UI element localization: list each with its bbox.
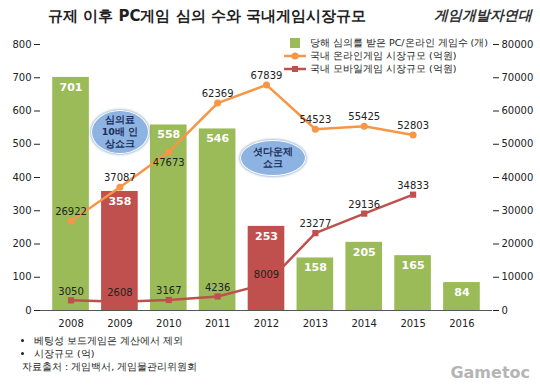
svg-text:546: 546	[206, 132, 229, 145]
svg-text:40000: 40000	[502, 172, 534, 183]
svg-text:253: 253	[255, 230, 278, 243]
html-text:시장규모 (억): 시장규모 (억)	[34, 348, 95, 359]
svg-text:158: 158	[304, 261, 327, 274]
svg-text:0: 0	[25, 305, 31, 316]
svg-text:2013: 2013	[303, 318, 328, 329]
svg-text:30000: 30000	[502, 205, 534, 216]
svg-text:300: 300	[12, 205, 31, 216]
svg-text:500: 500	[12, 138, 31, 149]
svg-text:3050: 3050	[58, 286, 83, 297]
html-text:국내 모바일게임 시장규모 (억원): 국내 모바일게임 시장규모 (억원)	[309, 63, 457, 74]
svg-text:2014: 2014	[352, 318, 377, 329]
svg-text:20000: 20000	[502, 238, 534, 249]
svg-text:55425: 55425	[348, 111, 380, 122]
svg-text:80000: 80000	[502, 39, 534, 50]
html-text:심의료 10배 인상쇼크: 심의료 10배 인상쇼크	[101, 114, 139, 149]
svg-text:26922: 26922	[55, 206, 87, 217]
svg-text:2011: 2011	[205, 318, 230, 329]
svg-text:2012: 2012	[254, 318, 279, 329]
svg-text:701: 701	[60, 81, 83, 94]
html-text:Gametoc: Gametoc	[450, 363, 530, 382]
html-text:규제 이후 PC게임 심의 수와 국내게임시장규모: 규제 이후 PC게임 심의 수와 국내게임시장규모	[48, 6, 367, 25]
svg-text:2015: 2015	[400, 318, 425, 329]
svg-text:400: 400	[12, 172, 31, 183]
svg-text:4236: 4236	[205, 282, 230, 293]
svg-text:67839: 67839	[251, 70, 283, 81]
svg-text:52803: 52803	[397, 120, 429, 131]
svg-text:60000: 60000	[502, 105, 534, 116]
svg-text:8009: 8009	[254, 269, 279, 280]
svg-text:2016: 2016	[449, 318, 474, 329]
svg-text:23277: 23277	[299, 218, 331, 229]
svg-text:2008: 2008	[58, 318, 83, 329]
svg-text:84: 84	[454, 286, 470, 299]
svg-text:2010: 2010	[156, 318, 181, 329]
svg-text:205: 205	[353, 246, 376, 259]
svg-text:800: 800	[12, 39, 31, 50]
html-text:당해 심의를 받은 PC/온라인 게임수 (개): 당해 심의를 받은 PC/온라인 게임수 (개)	[309, 37, 488, 48]
svg-text:0: 0	[502, 305, 508, 316]
html-text:베팅성 보드게임은 계산에서 제외: 베팅성 보드게임은 계산에서 제외	[34, 335, 184, 346]
svg-text:2608: 2608	[107, 287, 132, 298]
svg-text:558: 558	[157, 128, 180, 141]
svg-text:600: 600	[12, 105, 31, 116]
svg-text:700: 700	[12, 72, 31, 83]
svg-text:29136: 29136	[348, 199, 380, 210]
html-text:셧다운제 쇼크: 셧다운제 쇼크	[253, 146, 293, 169]
svg-text:34833: 34833	[397, 180, 429, 191]
svg-text:50000: 50000	[502, 138, 534, 149]
svg-text:37087: 37087	[104, 172, 136, 183]
html-text:자료출처 : 게임백서, 게임물관리위원회: 자료출처 : 게임백서, 게임물관리위원회	[22, 361, 198, 372]
svg-text:62369: 62369	[202, 88, 234, 99]
html-text:게임개발자연대: 게임개발자연대	[434, 7, 532, 23]
svg-text:70000: 70000	[502, 72, 534, 83]
svg-text:3167: 3167	[156, 285, 181, 296]
html-text:국내 온라인게임 시장규모 (억원): 국내 온라인게임 시장규모 (억원)	[309, 50, 457, 61]
svg-text:2009: 2009	[107, 318, 132, 329]
svg-text:100: 100	[12, 271, 31, 282]
svg-text:165: 165	[402, 259, 425, 272]
svg-text:358: 358	[108, 195, 131, 208]
svg-text:54523: 54523	[299, 114, 331, 125]
svg-text:200: 200	[12, 238, 31, 249]
svg-text:10000: 10000	[502, 271, 534, 282]
svg-text:47673: 47673	[153, 157, 185, 168]
